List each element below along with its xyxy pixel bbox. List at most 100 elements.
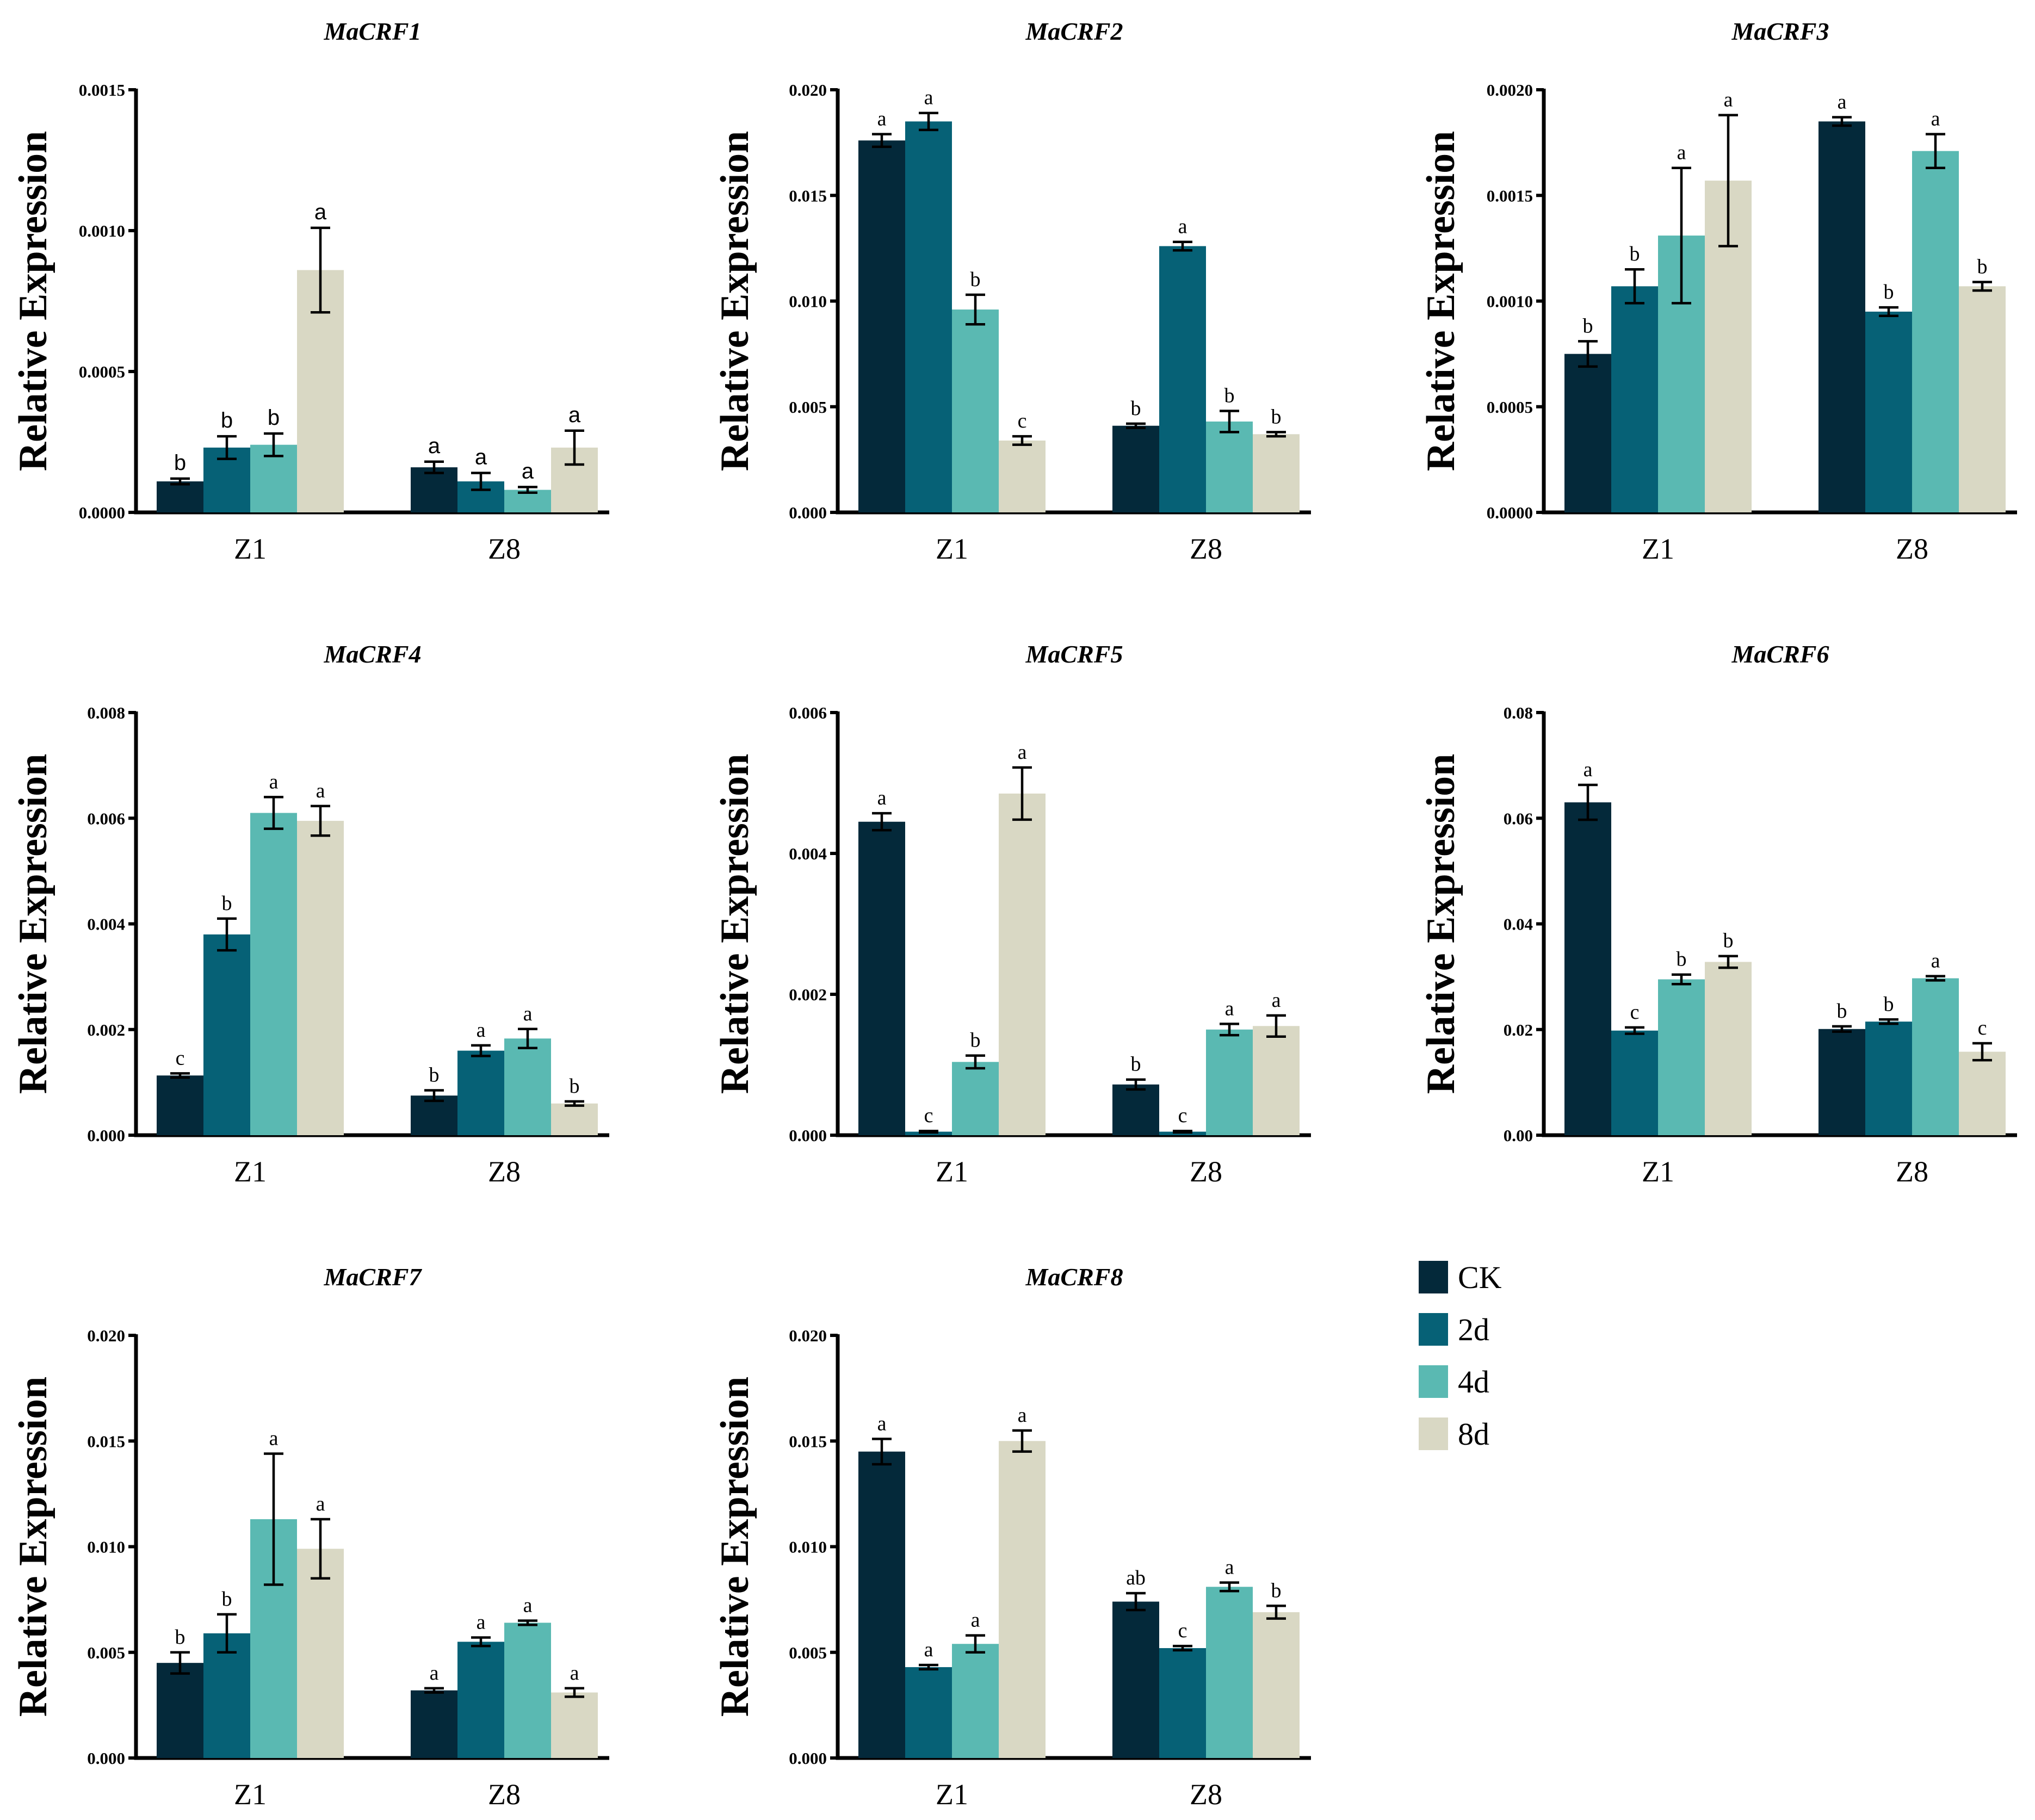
legend-label: 4d [1458, 1364, 1489, 1400]
significance-letter: a [1225, 997, 1234, 1020]
error-bar [170, 477, 190, 486]
y-tick-label: 0.006 [87, 809, 125, 828]
y-tick-label: 0.020 [789, 81, 827, 100]
chart-title: MaCRF7 [324, 1263, 423, 1291]
y-tick-label: 0.000 [789, 1126, 827, 1145]
error-bar [872, 812, 892, 832]
significance-letter: b [1131, 397, 1141, 420]
error-bar [424, 460, 444, 474]
bar-8d-Z1 [1705, 962, 1752, 1135]
y-axis-label: Relative Expression [11, 754, 55, 1094]
significance-letter: a [877, 787, 887, 809]
y-tick-label: 0.0000 [79, 503, 125, 522]
y-tick-label: 0.0020 [1487, 81, 1533, 100]
y-tick-label: 0.005 [789, 1643, 827, 1662]
bar-2d-Z8 [457, 1050, 504, 1135]
legend-swatch-4d [1419, 1365, 1448, 1398]
chart-panel-macrf3: MaCRF3 Relative Expression 0.0000 0.0005 0.0… [1419, 17, 2017, 565]
significance-letter: a [877, 1412, 887, 1435]
legend: CK 2d 4d 8d [1419, 1260, 1502, 1452]
error-bar [424, 1687, 444, 1694]
bar-8d-Z8 [1959, 1051, 2006, 1135]
significance-letter: a [477, 1019, 486, 1042]
x-tick-label: Z1 [936, 533, 968, 565]
significance-letter: b [222, 892, 232, 915]
chart-title: MaCRF3 [1731, 17, 1829, 45]
significance-letter: b [429, 1063, 440, 1086]
chart-title: MaCRF2 [1025, 17, 1123, 45]
bar-8d-Z8 [1253, 434, 1300, 512]
significance-letter: c [1630, 1001, 1640, 1024]
y-tick-label: 0.002 [87, 1020, 125, 1039]
error-bar [1578, 783, 1598, 821]
significance-letter: a [1931, 108, 1940, 131]
significance-letter: a [1272, 989, 1281, 1012]
bar-CK-Z8 [411, 467, 457, 512]
bar-4d-Z8 [1206, 421, 1253, 512]
error-bar [1832, 1025, 1852, 1033]
error-bar [1625, 268, 1644, 305]
error-bar [872, 1438, 892, 1466]
error-bar [1012, 766, 1032, 821]
bar-8d-Z1 [999, 1441, 1046, 1758]
bar-8d-Z8 [551, 1692, 598, 1758]
bar-8d-Z8 [1253, 1612, 1300, 1758]
significance-letter: a [523, 1594, 533, 1617]
significance-letter: ab [1126, 1567, 1146, 1589]
significance-letter: a [523, 1002, 533, 1025]
error-bar [919, 1129, 938, 1134]
bar-CK-Z1 [157, 1075, 203, 1135]
significance-letter: b [222, 1588, 232, 1611]
significance-letter: b [1271, 1579, 1282, 1602]
significance-letter: c [924, 1104, 933, 1127]
error-bar [1012, 435, 1032, 446]
significance-letter: b [1131, 1053, 1141, 1076]
y-tick-label: 0.002 [789, 985, 827, 1004]
bar-CK-Z8 [1112, 1601, 1159, 1758]
x-tick-label: Z8 [1190, 533, 1222, 565]
error-bar [471, 472, 491, 491]
error-bar [1672, 166, 1691, 305]
error-bar [1926, 975, 1945, 982]
error-bar [1972, 281, 1992, 292]
bar-8d-Z1 [297, 1549, 344, 1758]
x-tick-label: Z8 [488, 1778, 521, 1811]
y-tick-label: 0.010 [789, 292, 827, 311]
chart-panel-macrf5: MaCRF5 Relative Expression 0.000 0.002 0.004… [713, 640, 1311, 1188]
bar-CK-Z1 [858, 1451, 905, 1758]
y-tick-label: 0.0015 [79, 81, 125, 100]
chart-panel-macrf4: MaCRF4 Relative Expression 0.000 0.002 0.004… [11, 640, 609, 1188]
bar-4d-Z8 [1206, 1029, 1253, 1135]
error-bar [966, 293, 985, 326]
y-axis-label: Relative Expression [11, 131, 55, 472]
error-bar [217, 435, 237, 460]
significance-letter: a [477, 1611, 486, 1634]
legend-label: 2d [1458, 1312, 1489, 1347]
y-tick-label: 0.010 [789, 1538, 827, 1557]
x-tick-label: Z8 [1896, 533, 1928, 565]
y-tick-label: 0.00 [1504, 1126, 1533, 1145]
bar-2d-Z1 [1611, 286, 1658, 512]
legend-label: CK [1458, 1260, 1502, 1295]
significance-letter: b [1224, 385, 1235, 407]
error-bar [966, 1054, 985, 1070]
error-bar [1220, 1581, 1239, 1593]
significance-letter: a [1178, 215, 1187, 238]
significance-letter: a [269, 1427, 279, 1450]
significance-letter: c [1178, 1619, 1187, 1642]
x-tick-label: Z8 [1190, 1778, 1222, 1811]
error-bar [1926, 133, 1945, 169]
chart-panels: MaCRF1 Relative Expression 0.0000 0.0005 0.0… [11, 17, 2017, 1811]
x-tick-label: Z1 [234, 533, 267, 565]
bar-2d-Z8 [457, 1642, 504, 1758]
significance-letter: a [522, 459, 534, 483]
bar-4d-Z8 [1912, 151, 1959, 512]
bar-CK-Z1 [1564, 354, 1611, 512]
error-bar [471, 1636, 491, 1648]
significance-letter: b [174, 451, 186, 475]
legend-label: 8d [1458, 1416, 1489, 1452]
y-tick-label: 0.020 [789, 1326, 827, 1345]
x-tick-label: Z8 [1896, 1155, 1928, 1188]
legend-swatch-8d [1419, 1417, 1448, 1450]
bar-CK-Z1 [1564, 802, 1611, 1135]
